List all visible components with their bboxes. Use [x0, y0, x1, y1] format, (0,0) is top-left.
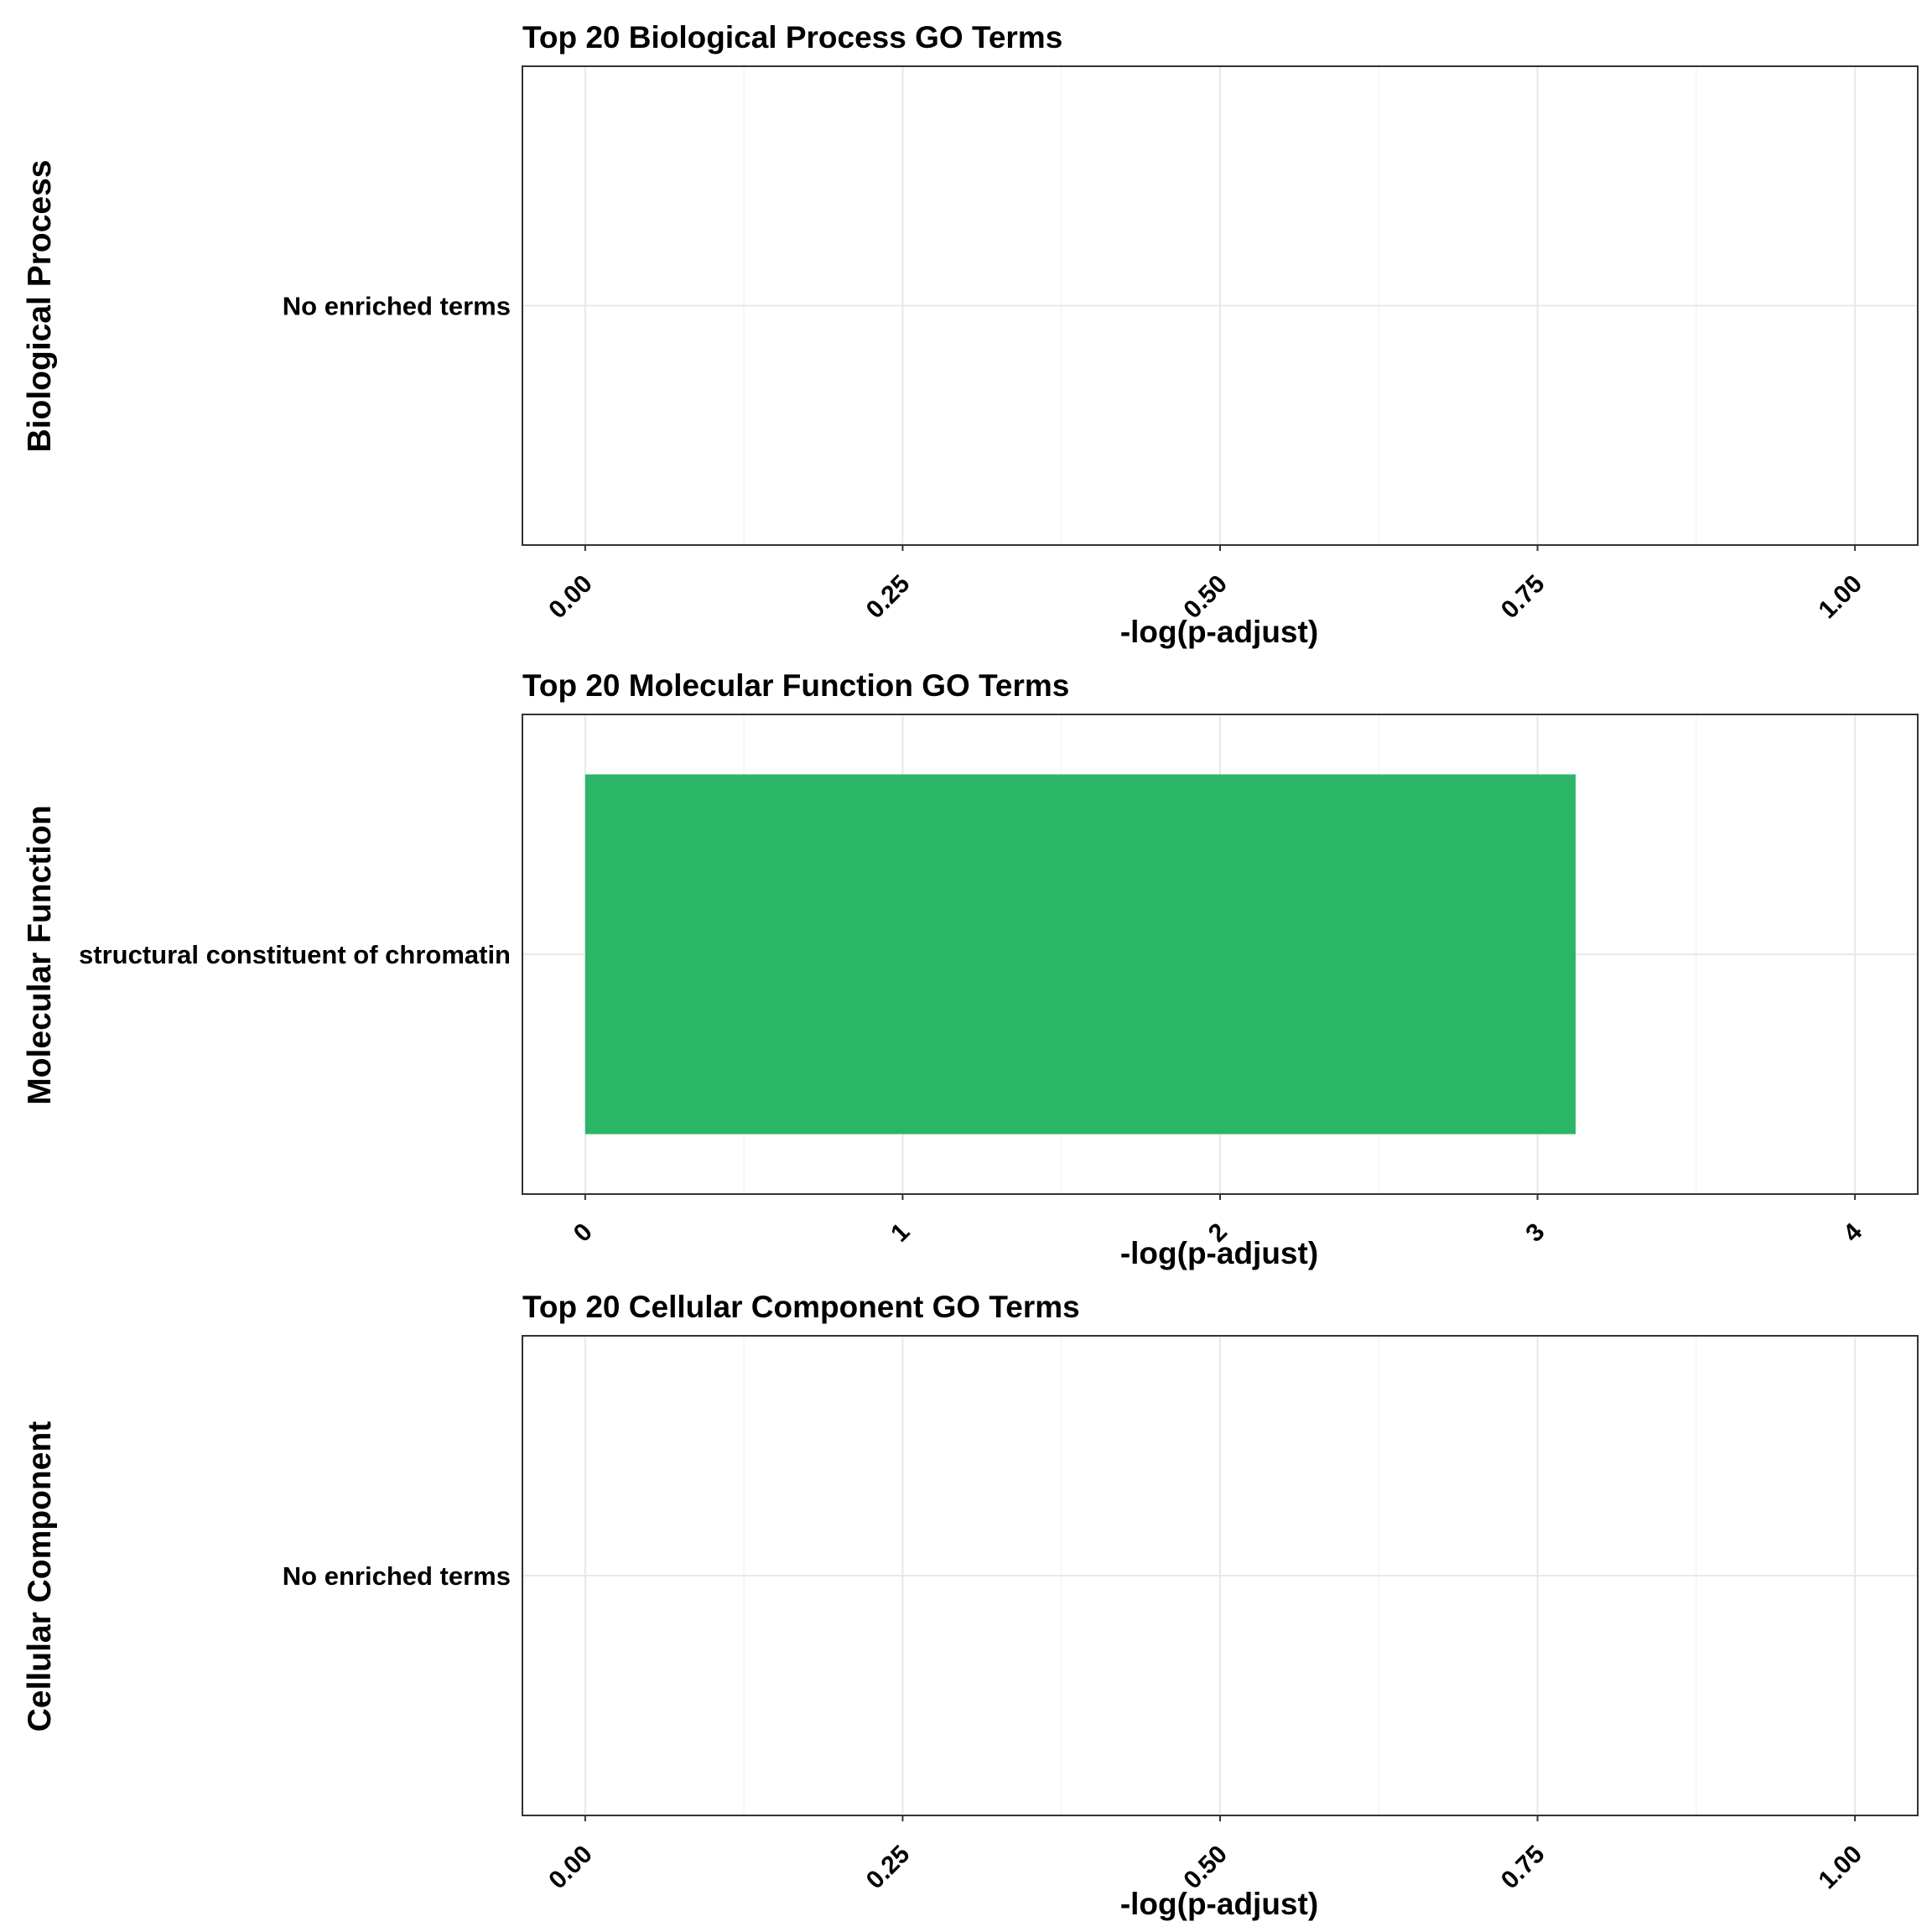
x-tick-label: 0.25: [861, 570, 916, 625]
strip-label: Cellular Component: [22, 1421, 58, 1732]
x-tick-label: 0.00: [543, 570, 598, 625]
panel-molecular-function: Molecular Function Top 20 Molecular Func…: [22, 668, 1919, 1270]
strip-label: Biological Process: [22, 160, 58, 453]
x-axis-title: -log(p-adjust): [1120, 1236, 1318, 1270]
x-tick-label: 1: [886, 1218, 915, 1248]
panel-title: Top 20 Biological Process GO Terms: [522, 20, 1062, 55]
x-axis-title: -log(p-adjust): [1120, 1887, 1318, 1921]
x-tick-label: 0.75: [1496, 570, 1550, 625]
strip-label: Molecular Function: [22, 805, 58, 1105]
category-label: No enriched terms: [283, 292, 511, 321]
x-tick-label: 3: [1520, 1218, 1550, 1248]
x-tick-label: 0.75: [1496, 1841, 1550, 1895]
panel-title: Top 20 Molecular Function GO Terms: [522, 668, 1069, 703]
panel-biological-process: Biological Process Top 20 Biological Pro…: [22, 20, 1919, 649]
x-axis-title: -log(p-adjust): [1120, 615, 1318, 649]
x-tick-label: 0: [569, 1218, 598, 1248]
x-tick-label: 4: [1838, 1218, 1867, 1247]
bar: [584, 774, 1576, 1135]
x-tick-label: 0.00: [543, 1841, 598, 1895]
category-label: structural constituent of chromatin: [79, 940, 511, 969]
x-tick-label: 0.25: [861, 1841, 916, 1895]
panel-title: Top 20 Cellular Component GO Terms: [522, 1290, 1080, 1324]
panel-cellular-component: Cellular Component Top 20 Cellular Compo…: [22, 1290, 1919, 1921]
x-tick-label: 1.00: [1813, 570, 1867, 625]
x-tick-label: 1.00: [1813, 1841, 1867, 1895]
category-label: No enriched terms: [283, 1561, 511, 1591]
